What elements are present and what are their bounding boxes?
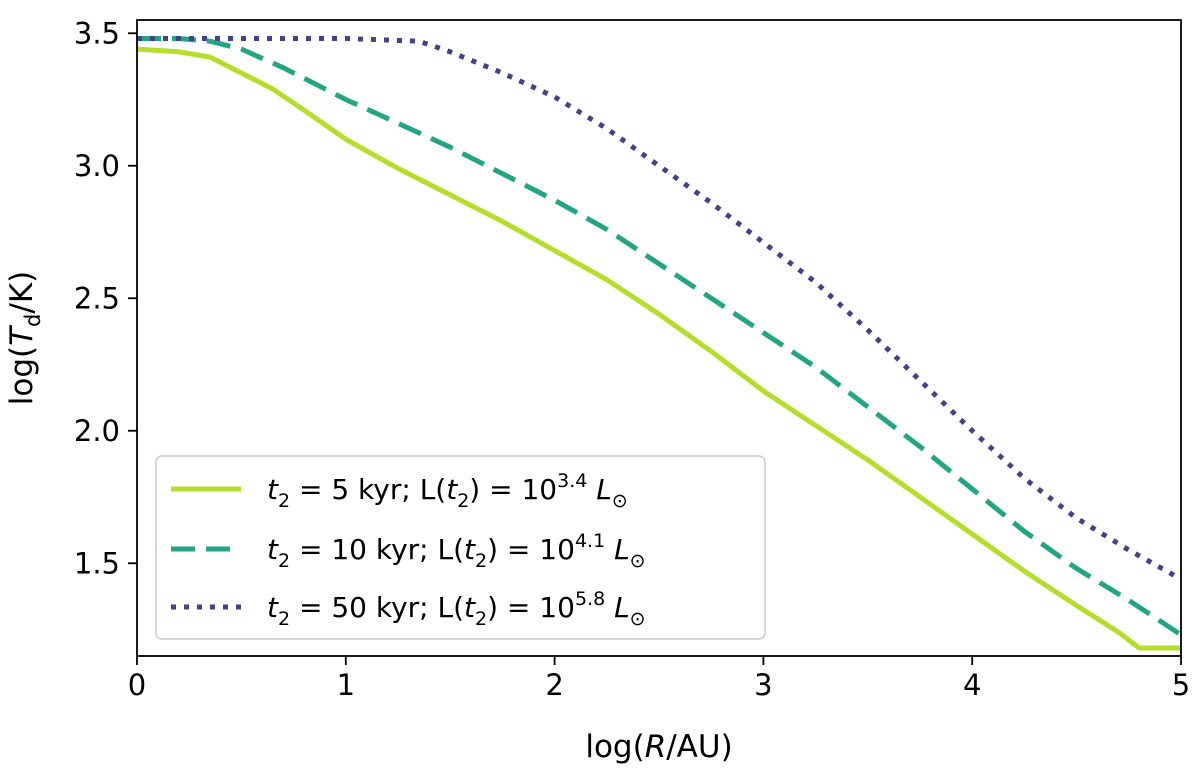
y-tick-label: 1.5	[74, 546, 120, 580]
x-tick-label: 0	[128, 668, 146, 702]
x-tick-label: 3	[754, 668, 772, 702]
legend-label-3: t2 = 50 kyr; L(t2) = 105.8 L⊙	[267, 588, 646, 630]
x-axis-ticks: 0 1 2 3 4 5	[128, 656, 1190, 702]
x-axis-label: log(R/AU)	[585, 729, 732, 765]
series-line-2	[137, 36, 1181, 637]
legend-label-1: t2 = 5 kyr; L(t2) = 103.4 L⊙	[267, 470, 628, 512]
x-tick-label: 2	[545, 668, 563, 702]
y-tick-label: 2.5	[74, 281, 120, 315]
y-tick-label: 3.0	[74, 149, 120, 183]
y-axis-label: log(Td/K)	[4, 271, 45, 406]
legend-label-2: t2 = 10 kyr; L(t2) = 104.1 L⊙	[267, 530, 646, 572]
x-tick-label: 5	[1172, 668, 1190, 702]
series-line-1	[137, 46, 1181, 651]
y-axis-ticks: 1.5 2.0 2.5 3.0 3.5	[74, 16, 137, 580]
x-tick-label: 4	[963, 668, 981, 702]
legend: t2 = 5 kyr; L(t2) = 103.4 L⊙ t2 = 10 kyr;…	[155, 455, 766, 640]
y-tick-label: 2.0	[74, 414, 120, 448]
plot-frame	[136, 19, 1182, 657]
y-tick-label: 3.5	[74, 16, 120, 50]
x-tick-label: 1	[337, 668, 355, 702]
legend-box	[155, 455, 766, 640]
series-layer	[137, 36, 1181, 651]
